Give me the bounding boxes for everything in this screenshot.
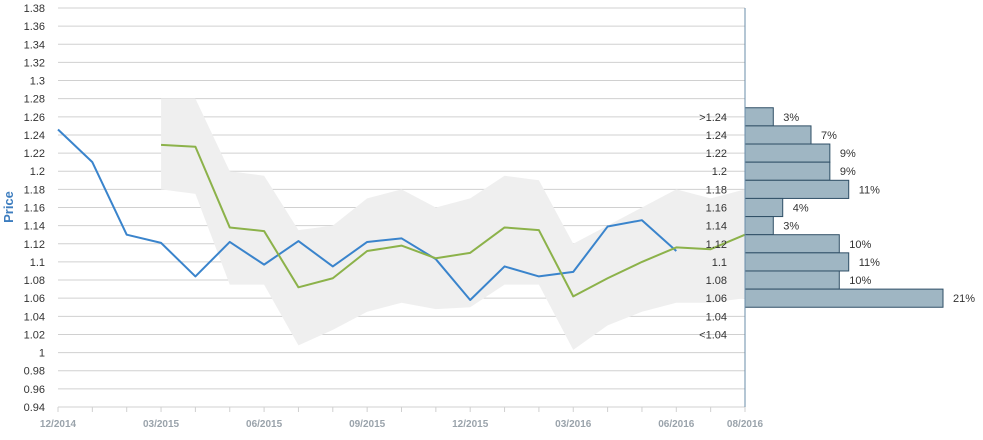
y-tick-label: 0.94	[24, 402, 45, 414]
line-layer	[57, 128, 746, 301]
histogram-pct-label: 3%	[783, 221, 799, 233]
histogram-bar	[744, 252, 850, 272]
y-tick-label: 1.2	[30, 166, 45, 178]
histogram-pct-label: 11%	[859, 257, 880, 269]
histogram-pct-label: 3%	[783, 112, 799, 124]
histogram-pct-label: 7%	[821, 130, 837, 142]
histogram-bar	[744, 125, 812, 145]
histogram-pct-label: 9%	[840, 148, 856, 160]
y-tick-label: 0.96	[24, 384, 45, 396]
histogram-bar	[744, 197, 784, 218]
histogram-pct-label: 10%	[849, 239, 871, 251]
y-tick-label: 1.22	[24, 148, 45, 160]
histogram-bucket-label: 1.22	[706, 148, 727, 160]
y-tick-label: 1.32	[24, 57, 45, 69]
y-tick-label: 1	[39, 348, 45, 360]
histogram-bucket-label: 1.12	[706, 239, 727, 251]
histogram-bucket-label: 1.2	[712, 166, 727, 178]
y-tick-label: 1.1	[30, 257, 45, 269]
x-tick-label: 03/2016	[555, 419, 592, 430]
x-tick-label: 08/2016	[727, 419, 764, 430]
x-tick-label: 12/2015	[452, 419, 489, 430]
histogram-bucket-label: <1.04	[699, 329, 727, 341]
histogram-bucket-label: 1.04	[706, 311, 727, 323]
histogram-bar	[744, 161, 831, 181]
histogram-bucket-label: >1.24	[699, 112, 727, 124]
histogram-bar	[744, 179, 850, 199]
histogram-bucket-label: 1.16	[706, 203, 727, 215]
histogram-bar	[744, 234, 840, 254]
histogram-bucket-label: 1.06	[706, 293, 727, 305]
green-series-line	[160, 143, 746, 298]
y-tick-label: 1.04	[24, 311, 45, 323]
histogram-layer: >1.24 3% 1.24 7% 1.22 9% 1.2 9% 1.18 11% 1.16 4% 1.1…	[699, 107, 975, 341]
y-tick-label: 1.18	[24, 184, 45, 196]
blue-series-line	[57, 128, 677, 301]
histogram-bar	[744, 288, 944, 308]
x-tick-label: 09/2015	[349, 419, 386, 430]
y-tick-label: 1.26	[24, 112, 45, 124]
y-tick-label: 1.16	[24, 203, 45, 215]
histogram-bar	[744, 216, 774, 236]
x-tick-label: 03/2015	[143, 419, 180, 430]
band-layer	[161, 98, 746, 350]
y-tick-label: 1.12	[24, 239, 45, 251]
histogram-bar	[744, 107, 774, 127]
histogram-bucket-label: 1.1	[712, 257, 727, 269]
histogram-bucket-label: 1.24	[706, 130, 727, 142]
histogram-bucket-label: 1.18	[706, 184, 727, 196]
histogram-bar	[744, 270, 840, 290]
y-tick-label: 1.36	[24, 21, 45, 33]
y-tick-label: 0.98	[24, 366, 45, 378]
histogram-pct-label: 10%	[849, 275, 871, 287]
histogram-pct-label: 4%	[793, 203, 809, 215]
y-tick-label: 1.14	[24, 221, 45, 233]
y-axis-label: Price	[1, 191, 16, 223]
histogram-pct-label: 9%	[840, 166, 856, 178]
x-tick-label: 06/2016	[658, 419, 695, 430]
y-tick-label: 1.08	[24, 275, 45, 287]
y-tick-label: 1.28	[24, 94, 45, 106]
histogram-bucket-label: 1.14	[706, 221, 727, 233]
forecast-band	[161, 98, 746, 350]
y-tick-label: 1.06	[24, 293, 45, 305]
histogram-pct-label: 11%	[859, 184, 880, 196]
y-tick-label: 1.38	[24, 3, 45, 15]
y-tick-label: 1.34	[24, 39, 45, 51]
x-tick-label: 06/2015	[246, 419, 283, 430]
x-tick-label: 12/2014	[40, 419, 77, 430]
y-tick-label: 1.3	[30, 76, 45, 88]
axis-layer: 0.94 0.96 0.98 1 1.02 1.04 1.06 1.08 1.1 1.12 1.14…	[24, 3, 764, 430]
histogram-bucket-label: 1.08	[706, 275, 727, 287]
y-tick-label: 1.02	[24, 329, 45, 341]
y-tick-label: 1.24	[24, 130, 45, 142]
histogram-bar	[744, 143, 831, 163]
histogram-pct-label: 21%	[953, 293, 975, 305]
